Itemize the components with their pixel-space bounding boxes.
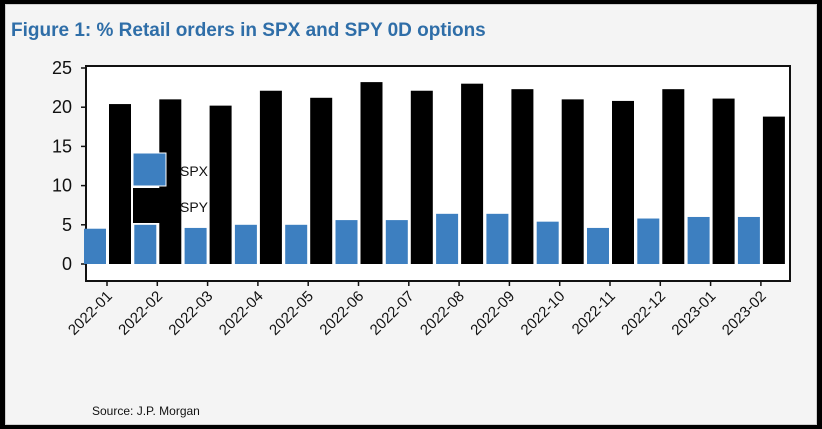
bar-spx — [84, 228, 106, 264]
legend-label-spx: SPX — [180, 163, 209, 179]
bar-spy — [410, 90, 433, 265]
x-tick-label: 2022-08 — [417, 288, 468, 339]
bar-spx — [737, 216, 760, 264]
bar-spx — [486, 213, 509, 264]
bar-spy — [259, 90, 282, 265]
bar-spx — [335, 220, 358, 264]
bar-spy — [109, 104, 131, 265]
x-tick-label: 2022-02 — [115, 288, 166, 339]
bar-spx — [637, 218, 660, 264]
legend-swatch-spy — [133, 188, 166, 223]
x-tick-label: 2023-02 — [719, 288, 770, 339]
x-tick-label: 2022-05 — [266, 288, 317, 339]
bar-spy — [762, 116, 785, 264]
bar-spx — [687, 216, 710, 264]
x-tick-label: 2022-04 — [216, 288, 267, 339]
y-tick-label: 10 — [52, 176, 72, 196]
x-tick-label: 2022-11 — [569, 288, 619, 338]
bar-spy — [662, 89, 685, 264]
bar-spy — [310, 97, 333, 265]
x-tick-label: 2022-03 — [165, 288, 216, 339]
bar-spx — [285, 224, 308, 264]
y-tick-label: 25 — [52, 58, 72, 78]
figure-title: Figure 1: % Retail orders in SPX and SPY… — [11, 20, 486, 41]
x-tick-label: 2022-10 — [518, 288, 569, 339]
y-tick-label: 15 — [52, 136, 72, 156]
bar-spx — [234, 224, 257, 264]
bar-spx — [134, 224, 157, 264]
bar-spy — [612, 100, 634, 264]
bar-spy — [360, 82, 383, 264]
bar-spx — [184, 227, 207, 264]
x-tick-label: 2022-09 — [467, 288, 518, 339]
y-tick-label: 20 — [52, 97, 72, 117]
x-tick-label: 2022-06 — [316, 288, 367, 339]
bar-spy — [561, 99, 584, 264]
source-note: Source: J.P. Morgan — [92, 404, 200, 418]
bar-spx — [536, 221, 559, 264]
bar-spx — [587, 227, 609, 264]
bar-spy — [461, 83, 484, 265]
bar-spy — [712, 98, 735, 265]
bar-spx — [385, 220, 408, 264]
y-tick-label: 0 — [62, 254, 72, 274]
x-tick-label: 2023-01 — [668, 288, 719, 339]
bar-spx — [436, 213, 459, 264]
legend-swatch-spx — [132, 152, 167, 187]
x-tick-label: 2022-01 — [65, 288, 116, 339]
bar-spy — [209, 105, 232, 264]
x-tick-label: 2022-07 — [367, 288, 418, 339]
bar-spy — [511, 89, 534, 264]
y-tick-label: 5 — [62, 215, 72, 235]
legend-label-spy: SPY — [180, 199, 209, 215]
x-tick-label: 2022-12 — [618, 288, 669, 339]
